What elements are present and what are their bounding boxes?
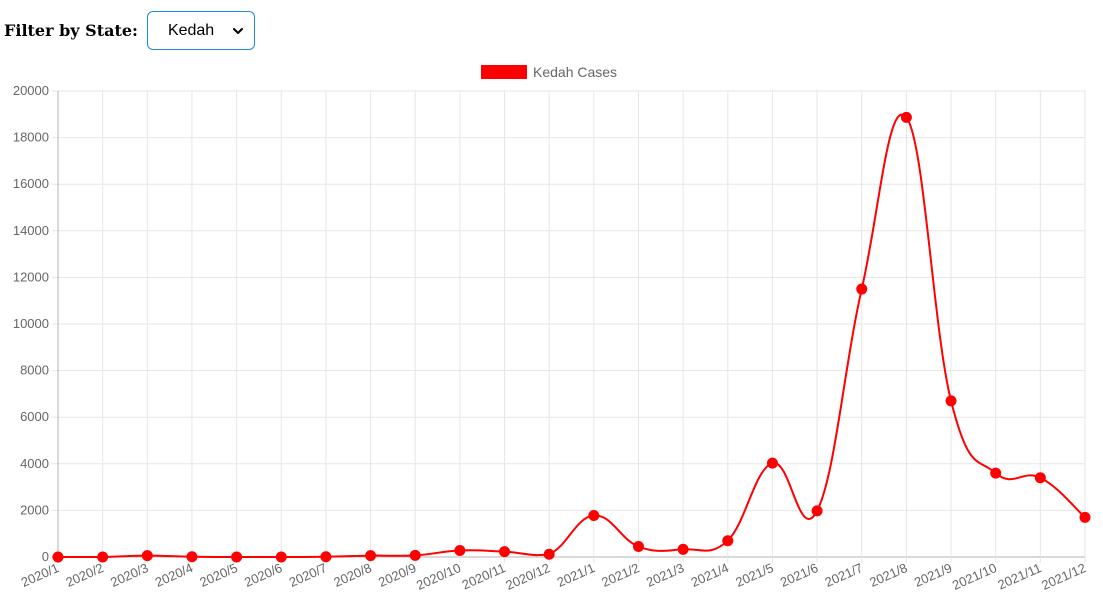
state-select[interactable]: Kedah	[146, 11, 255, 50]
data-point	[543, 548, 555, 560]
data-point	[632, 541, 644, 553]
data-point	[275, 551, 287, 563]
y-tick-label: 8000	[20, 363, 49, 378]
x-tick-label: 2020/1	[19, 560, 61, 590]
x-tick-label: 2021/6	[778, 560, 820, 590]
data-point	[1034, 472, 1046, 484]
state-filter: Filter by State: Kedah	[4, 11, 255, 50]
y-tick-label: 6000	[20, 409, 49, 424]
y-tick-label: 14000	[13, 223, 49, 238]
y-tick-label: 0	[42, 549, 49, 564]
x-tick-label: 2021/5	[733, 560, 775, 590]
data-point	[454, 544, 466, 556]
x-tick-label: 2020/9	[376, 560, 418, 590]
data-point	[186, 551, 198, 563]
y-tick-label: 4000	[20, 456, 49, 471]
data-point	[677, 543, 689, 555]
x-tick-label: 2020/2	[63, 560, 105, 590]
data-point	[320, 551, 332, 563]
data-point	[1079, 511, 1091, 523]
state-select-value: Kedah	[167, 21, 215, 39]
x-tick-label: 2021/12	[1039, 560, 1088, 593]
legend-swatch	[481, 65, 527, 79]
y-tick-label: 10000	[13, 316, 49, 331]
x-tick-label: 2021/8	[867, 560, 909, 590]
x-tick-label: 2021/10	[950, 560, 999, 593]
data-point	[499, 546, 511, 558]
y-tick-label: 18000	[13, 130, 49, 145]
x-tick-label: 2021/7	[823, 560, 865, 590]
data-point	[722, 535, 734, 547]
x-tick-label: 2021/9	[912, 560, 954, 590]
series-line	[57, 113, 1086, 559]
x-tick-label: 2021/3	[644, 560, 686, 590]
y-tick-label: 2000	[20, 502, 49, 517]
x-tick-label: 2021/2	[599, 560, 641, 590]
filter-label: Filter by State:	[4, 21, 138, 40]
y-tick-label: 12000	[13, 269, 49, 284]
data-point	[231, 551, 243, 563]
y-tick-label: 20000	[13, 83, 49, 98]
data-point	[52, 551, 64, 563]
x-tick-label: 2020/4	[153, 560, 195, 590]
chevron-down-icon	[232, 25, 244, 37]
data-point	[945, 395, 957, 407]
data-point	[856, 283, 868, 295]
data-point	[766, 457, 778, 469]
data-point	[990, 467, 1002, 479]
data-point	[409, 549, 421, 561]
x-tick-label: 2020/8	[331, 560, 373, 590]
y-tick-label: 16000	[13, 176, 49, 191]
data-point	[365, 550, 377, 562]
x-tick-label: 2021/1	[555, 560, 597, 590]
x-tick-label: 2020/3	[108, 560, 150, 590]
x-tick-label: 2020/11	[460, 560, 508, 592]
data-point	[811, 505, 823, 517]
x-tick-label: 2021/4	[689, 560, 731, 590]
data-point	[97, 551, 109, 563]
data-point	[588, 510, 600, 522]
x-tick-label: 2020/10	[414, 560, 463, 593]
x-tick-label: 2020/12	[503, 560, 552, 593]
legend-label: Kedah Cases	[533, 64, 617, 80]
x-tick-label: 2020/6	[242, 560, 284, 590]
x-tick-label: 2020/5	[197, 560, 239, 590]
data-point	[141, 550, 153, 562]
x-tick-label: 2020/7	[287, 560, 329, 590]
data-point	[900, 111, 912, 123]
x-tick-label: 2021/11	[995, 560, 1043, 592]
